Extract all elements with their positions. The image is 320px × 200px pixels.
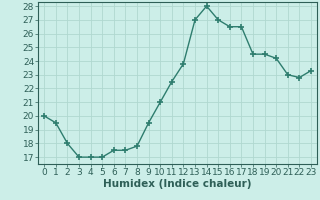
X-axis label: Humidex (Indice chaleur): Humidex (Indice chaleur)	[103, 179, 252, 189]
